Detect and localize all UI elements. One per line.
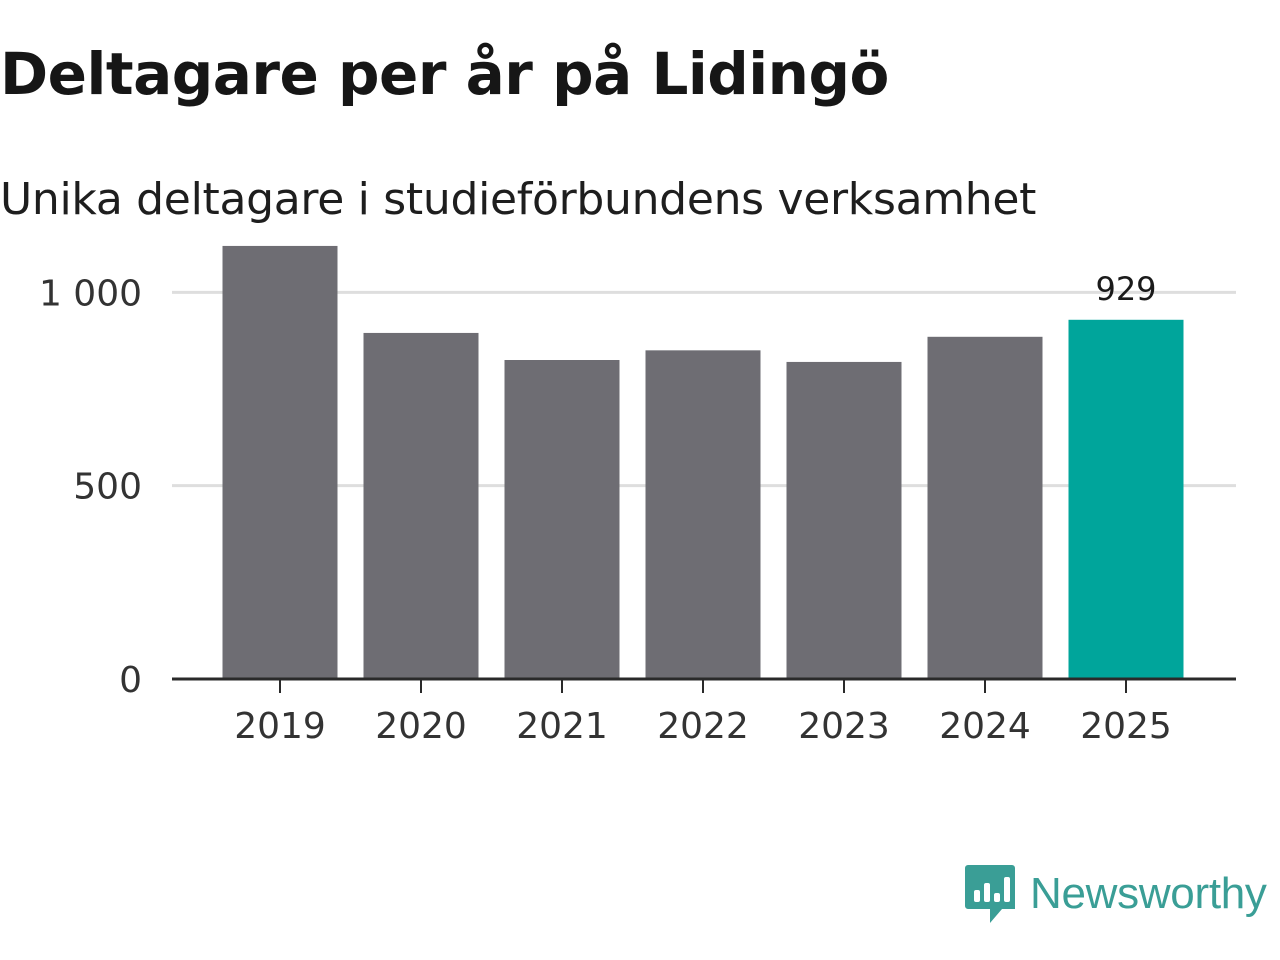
data-label-2025: 929: [1095, 270, 1156, 308]
bar-2022: [645, 350, 761, 679]
x-tick-label-2020: 2020: [375, 706, 467, 747]
y-tick-label-1000: 1 000: [39, 273, 142, 314]
chart-title: Deltagare per år på Lidingö: [0, 40, 889, 108]
y-tick-label-500: 500: [73, 467, 142, 508]
bar-2023: [786, 361, 902, 679]
x-tick-label-2024: 2024: [939, 706, 1031, 747]
x-tick-label-2021: 2021: [516, 706, 608, 747]
x-tick-label-2025: 2025: [1080, 706, 1172, 747]
bar-2024: [927, 336, 1043, 679]
chart-subtitle: Unika deltagare i studieförbundens verks…: [0, 174, 1037, 225]
axis-layer: [172, 677, 1236, 693]
bar-2021: [504, 360, 620, 679]
label-layer: 0 500 1 000 2019 2020 2021 2022 2023 2024 2025 929: [39, 270, 1172, 747]
x-tick-label-2022: 2022: [657, 706, 749, 747]
bar-2025: [1068, 319, 1184, 679]
y-tick-label-0: 0: [119, 660, 142, 701]
bar-layer: [222, 245, 1184, 679]
bar-2020: [363, 332, 479, 679]
newsworthy-logo-icon: [965, 865, 1015, 923]
bar-2019: [222, 245, 338, 679]
x-tick-label-2023: 2023: [798, 706, 890, 747]
x-tick-label-2019: 2019: [234, 706, 326, 747]
brand-name: Newsworthy: [1030, 869, 1267, 918]
newsworthy-logo: Newsworthy: [964, 862, 1267, 926]
